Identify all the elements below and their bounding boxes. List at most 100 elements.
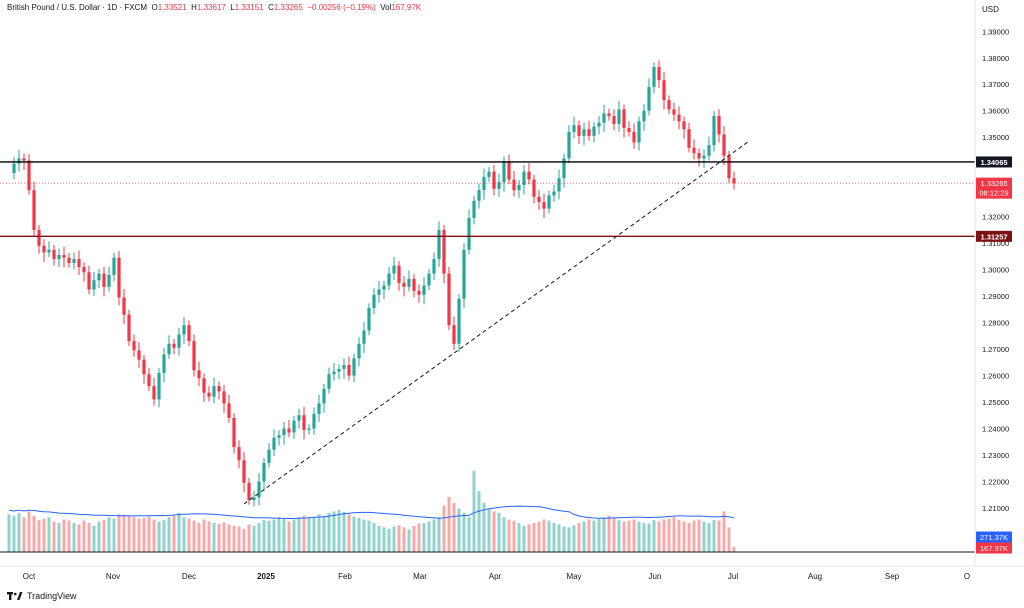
candle-body [452,325,456,344]
close-label: C [268,3,274,12]
candle-body [692,147,696,154]
x-tick-label: Apr [489,572,502,581]
high-value: 1.33617 [196,3,226,12]
volume-bar [327,512,331,552]
candle-body [177,334,181,348]
volume-bar [387,528,391,552]
x-tick-label: Dec [182,572,196,581]
candle-body [497,182,501,189]
candle-body [112,257,116,275]
candle-body [212,386,216,397]
volume-bar [502,517,506,552]
volume-bar [682,521,686,552]
candle-body [567,131,571,159]
x-tick-label: Jun [649,572,662,581]
candle-body [117,257,121,298]
volume-bar [372,523,376,552]
volume-bar [92,525,96,552]
volume-bar [697,519,701,552]
candle-body [412,278,416,291]
volume-bar [137,518,141,552]
volume-bar [132,517,136,552]
candle-body [527,171,531,180]
candle-body [622,109,626,128]
candle-body [127,314,131,342]
candle-body [707,145,711,156]
y-tick-label: 1.32000 [982,213,1009,222]
volume-bar [147,516,151,552]
resistance-price-label: 1.34065 [980,158,1007,167]
volume-bar [652,520,656,552]
volume-bar [157,521,161,552]
candle-body [152,386,156,400]
y-tick-label: 1.38000 [982,54,1009,63]
volume-bar [107,517,111,552]
volume-bar [472,470,476,552]
candle-body [457,298,461,344]
y-tick-label: 1.23000 [982,451,1009,460]
candle-body [132,341,136,351]
volume-current-label: 167.97K [980,544,1008,553]
candle-body [62,255,66,258]
candle-body [672,109,676,115]
candle-body [197,370,201,379]
candle-body [52,249,56,260]
volume-bar [252,525,256,552]
x-tick-label: Jul [728,572,738,581]
volume-bar [32,515,36,552]
candle-body [542,202,546,209]
candle-body [137,350,141,360]
candle-body [727,155,731,179]
volume-bar [627,520,631,552]
candle-body [607,113,611,117]
volume-tag-bg [976,531,1012,543]
candle-body [697,153,701,159]
change-value: −0.00256 (−0.19%) [307,3,376,12]
candle-body [332,371,336,375]
volume-label: Vol [380,3,392,12]
volume-bar [517,523,521,552]
volume-bar [727,527,731,552]
candle-body [267,449,271,463]
volume-bar [707,523,711,552]
volume-bar [332,511,336,552]
volume-bar [227,524,231,552]
candle-body [87,272,91,290]
volume-bar [702,521,706,552]
volume-bar [352,516,356,552]
candle-body [72,259,76,263]
candle-body [12,163,16,173]
x-tick-label: Aug [808,572,822,581]
overlays [0,140,975,505]
volume-bars [0,470,975,553]
volume-bar [62,519,66,552]
candle-body [552,191,556,196]
candle-body [437,229,441,260]
volume-bar [597,518,601,552]
footer-brand[interactable]: TradingView [7,591,77,601]
candle-body [162,354,166,373]
volume-bar [367,520,371,552]
candle-body [687,129,691,148]
volume-bar [602,517,606,552]
volume-bar [277,517,281,552]
candle-body [732,178,736,184]
y-tick-label: 1.31000 [982,239,1009,248]
countdown-label: 08:12:29 [979,189,1008,198]
candle-body [377,289,381,295]
candle-body [122,297,126,315]
volume-bar [212,523,216,552]
volume-bar [127,515,131,552]
volume-bar [272,519,276,552]
volume-bar [382,527,386,552]
candle-body [387,273,391,286]
candle-body [557,178,561,192]
candle-body [562,158,566,179]
volume-bar [442,505,446,552]
y-tick-label: 1.35000 [982,133,1009,142]
candle-body [447,273,451,326]
volume-bar [192,520,196,552]
y-tick-label: 1.37000 [982,80,1009,89]
candle-body [97,273,101,281]
